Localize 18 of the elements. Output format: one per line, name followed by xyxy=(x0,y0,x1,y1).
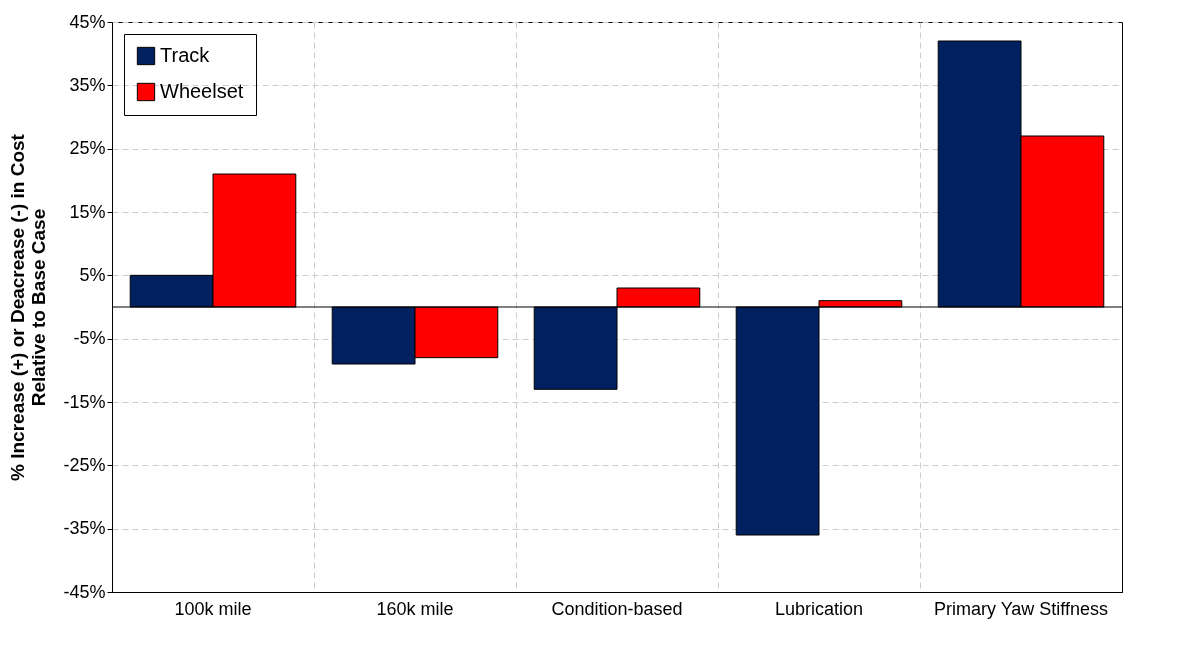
y-tick-label: -45% xyxy=(63,581,106,602)
x-tick-label: Primary Yaw Stiffness xyxy=(933,598,1109,619)
y-tick-label: 45% xyxy=(69,11,106,32)
x-tick-label: 160k mile xyxy=(376,598,454,619)
y-tick-label: 15% xyxy=(69,201,106,222)
y-tick-label: 35% xyxy=(69,74,106,95)
y-tick-label: -15% xyxy=(63,391,106,412)
y-tick-label: 25% xyxy=(69,138,106,159)
y-axis-title: % Increase (+) or Deacrease (-) in Cost Relative to Base Case xyxy=(7,133,50,481)
y-tick-label: -5% xyxy=(73,328,106,349)
y-tick-label: -35% xyxy=(63,518,106,539)
x-tick-label: 100k mile xyxy=(174,598,252,619)
legend-label: Wheelset xyxy=(160,80,244,102)
x-tick-label: Lubrication xyxy=(774,598,864,619)
y-tick-label: 5% xyxy=(79,264,106,285)
legend-label: Track xyxy=(160,44,211,66)
y-tick-label: -25% xyxy=(63,454,106,475)
x-tick-label: Condition-based xyxy=(551,598,683,619)
